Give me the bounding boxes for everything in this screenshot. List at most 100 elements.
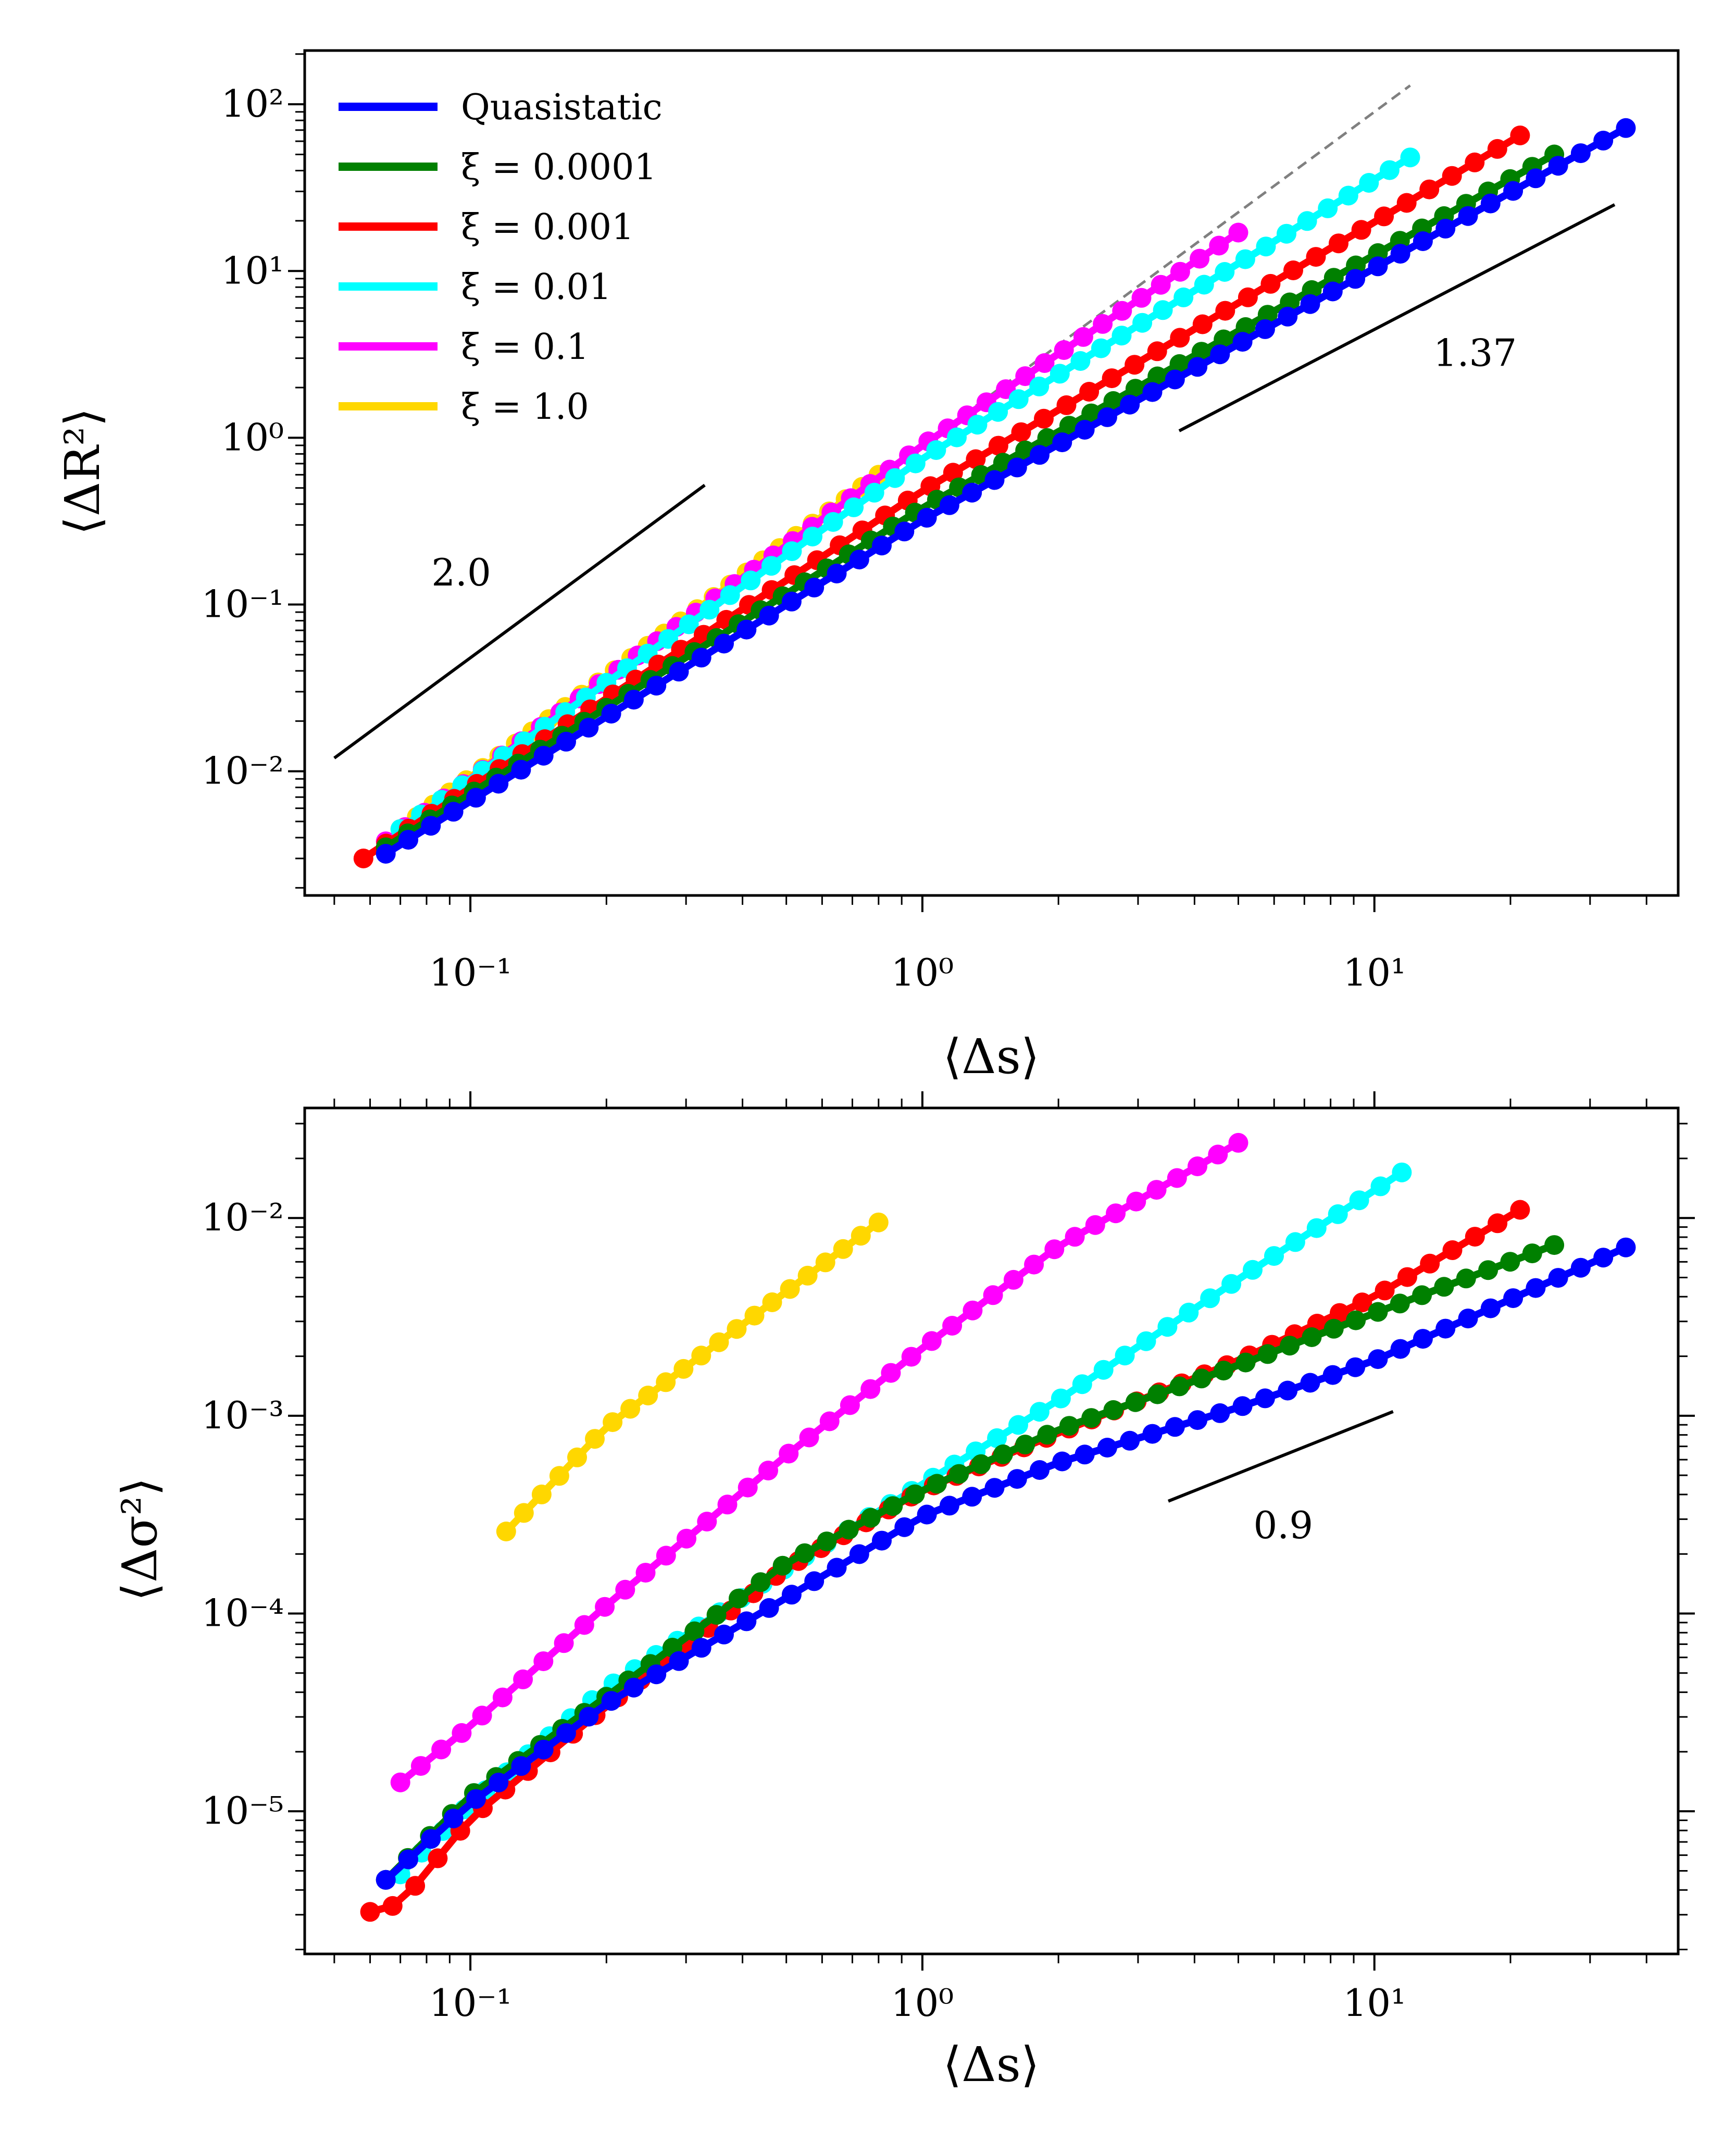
data-point-quasistatic [1390, 1339, 1410, 1359]
data-point-xi-0-0001 [1081, 1408, 1102, 1428]
data-point-xi-0-0001 [1147, 366, 1168, 387]
data-point-xi-0-1 [921, 1331, 942, 1351]
data-point-xi-0-01 [967, 415, 988, 435]
data-point-quasistatic [1570, 1257, 1591, 1278]
data-point-xi-0-1 [819, 1411, 840, 1431]
data-point-xi-0-0001 [1368, 1302, 1388, 1322]
data-point-quasistatic [691, 1638, 711, 1658]
data-point-xi-0-001 [353, 849, 373, 868]
data-point-xi-0-001 [1079, 382, 1100, 402]
data-point-quasistatic [623, 1677, 644, 1698]
data-point-xi-0-1 [1044, 1239, 1065, 1260]
data-point-quasistatic [894, 521, 915, 542]
data-point-quasistatic [962, 482, 982, 503]
data-point-xi-0-01 [1093, 1360, 1114, 1380]
data-point-quasistatic [1188, 357, 1208, 377]
data-point-xi-0-001 [1488, 1213, 1508, 1234]
p1-axes-frame [303, 49, 1680, 897]
data-point-xi-0-001 [1330, 1303, 1350, 1323]
data-point-xi-1-0 [549, 1466, 569, 1486]
data-point-xi-0-1 [1167, 1168, 1187, 1188]
data-point-xi-0-001 [1487, 139, 1507, 159]
data-point-xi-0-01 [1256, 236, 1276, 257]
data-point-xi-0-001 [1102, 368, 1122, 389]
data-point-xi-0-01 [1132, 313, 1153, 333]
data-point-quasistatic [849, 550, 869, 570]
data-point-quasistatic [466, 788, 486, 808]
data-point-quasistatic [1075, 420, 1095, 440]
data-point-xi-0-001 [1351, 220, 1371, 240]
data-point-quasistatic [1345, 1357, 1366, 1377]
data-point-xi-0-001 [1375, 1280, 1395, 1301]
data-point-xi-1-0 [514, 1503, 534, 1523]
data-point-xi-0-0001 [1544, 1235, 1565, 1255]
data-point-xi-0-01 [1338, 185, 1358, 206]
data-point-quasistatic [1278, 1380, 1298, 1401]
data-point-xi-0-1 [1054, 340, 1074, 360]
data-point-xi-0-0001 [1456, 1268, 1476, 1289]
slope-annotation: 2.0 [431, 551, 491, 594]
data-point-xi-0-1 [390, 1772, 410, 1792]
p1-y-tick-labels: 10⁻² 10⁻¹ 10⁰ 10¹ 10² [202, 82, 284, 792]
data-point-xi-0-01 [1153, 300, 1173, 320]
data-point-xi-0-001 [1442, 166, 1462, 186]
data-point-quasistatic [556, 1723, 576, 1743]
data-point-quasistatic [398, 830, 418, 850]
data-point-xi-0-01 [988, 402, 1008, 422]
data-point-xi-0-1 [554, 1633, 574, 1653]
data-point-xi-0-0001 [883, 1496, 903, 1516]
data-point-xi-0-1 [717, 1494, 738, 1515]
data-point-xi-0-0001 [1103, 1400, 1123, 1420]
p1-major-ticks [288, 103, 1376, 912]
y-tick-label: 10⁻² [202, 749, 284, 793]
data-point-quasistatic [894, 1517, 915, 1537]
data-point-quasistatic [736, 619, 757, 640]
data-point-quasistatic [804, 577, 825, 597]
data-point-quasistatic [1322, 281, 1343, 302]
data-point-xi-0-01 [1215, 262, 1235, 282]
p2-x-tick-labels: 10⁻¹ 10⁰ 10¹ [429, 1981, 1406, 2025]
data-point-xi-0-001 [1147, 341, 1167, 362]
data-point-xi-0-1 [615, 1579, 635, 1600]
data-point-xi-0-001 [1329, 233, 1348, 254]
data-point-xi-0-01 [1070, 351, 1091, 371]
data-point-xi-0-0001 [1037, 1425, 1057, 1445]
data-point-xi-0-1 [738, 1477, 758, 1498]
data-point-quasistatic [1030, 445, 1050, 465]
data-point-xi-0-0001 [1125, 1392, 1145, 1412]
data-point-quasistatic [1413, 1329, 1433, 1349]
x-tick-label: 10⁻¹ [429, 951, 511, 994]
data-point-xi-0-0001 [1302, 1327, 1322, 1347]
data-point-quasistatic [398, 1849, 418, 1870]
data-point-xi-0-001 [988, 435, 1008, 456]
p1-series [353, 118, 1636, 868]
data-point-quasistatic [939, 1496, 959, 1516]
data-point-xi-0-01 [1370, 1176, 1391, 1197]
data-point-xi-0-001 [1125, 355, 1145, 375]
data-point-xi-0-0001 [1125, 379, 1145, 399]
data-point-xi-1-0 [833, 1239, 853, 1259]
data-point-quasistatic [556, 731, 576, 752]
data-point-xi-0-1 [1024, 1254, 1044, 1275]
data-point-xi-0-01 [1285, 1232, 1305, 1252]
data-point-xi-1-0 [797, 1265, 818, 1286]
data-point-quasistatic [511, 1756, 531, 1776]
data-point-quasistatic [1435, 1318, 1456, 1339]
series-quasistatic [376, 1237, 1636, 1890]
data-point-xi-0-01 [885, 468, 905, 488]
data-point-xi-0-1 [492, 1687, 513, 1708]
data-point-quasistatic [1300, 1373, 1320, 1393]
data-point-xi-0-001 [1170, 328, 1190, 348]
data-point-xi-0-0001 [949, 1464, 969, 1484]
data-point-xi-1-0 [531, 1484, 552, 1504]
data-point-xi-0-01 [987, 1428, 1007, 1448]
data-point-xi-0-0001 [751, 1572, 771, 1592]
y-tick-label: 10¹ [221, 248, 284, 292]
data-point-quasistatic [489, 1773, 509, 1792]
data-point-xi-0-1 [799, 1427, 819, 1448]
data-point-xi-1-0 [673, 1359, 694, 1379]
legend-label-xi-0-001: ξ = 0.001 [461, 207, 634, 248]
data-point-xi-0-001 [1510, 1200, 1530, 1220]
data-point-xi-0-1 [1188, 1156, 1207, 1176]
